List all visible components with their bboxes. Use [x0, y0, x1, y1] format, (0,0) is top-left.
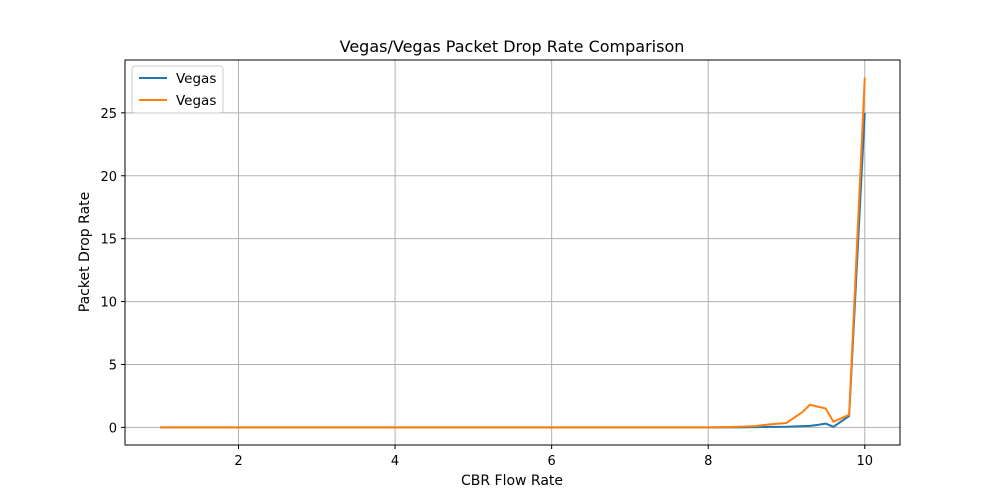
plot-frame: [124, 59, 901, 446]
x-tick-label: 10: [856, 454, 873, 469]
axis-ticks: 2 4 6 8 10 0 5 10 15 20 25: [100, 107, 873, 469]
legend-label-series-2: Vegas: [176, 93, 216, 109]
y-tick-label: 25: [100, 107, 117, 122]
y-tick-label: 15: [100, 233, 117, 248]
series-line-2: [160, 77, 866, 429]
x-tick-label: 4: [391, 454, 399, 469]
y-tick-label: 20: [100, 170, 117, 185]
plot-series: [160, 77, 866, 429]
y-axis-label: Packet Drop Rate: [77, 192, 93, 312]
x-tick-label: 2: [234, 454, 242, 469]
x-axis-label: CBR Flow Rate: [461, 473, 563, 489]
x-tick-label: 8: [704, 454, 712, 469]
y-tick-label: 0: [109, 421, 117, 436]
x-tick-label: 6: [548, 454, 556, 469]
legend: Vegas Vegas: [131, 65, 224, 114]
grid: [125, 60, 900, 445]
chart-title: Vegas/Vegas Packet Drop Rate Comparison: [340, 37, 685, 56]
y-tick-label: 5: [109, 358, 117, 373]
y-tick-label: 10: [100, 296, 117, 311]
legend-label-series-1: Vegas: [176, 71, 216, 87]
